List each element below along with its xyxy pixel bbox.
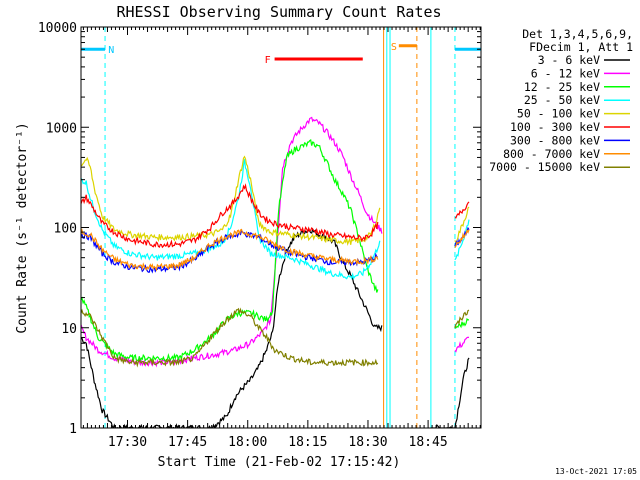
legend-label-3-6-kev: 3 - 6 keV — [538, 53, 600, 67]
x-tick-label: 17:30 — [108, 435, 147, 450]
legend-label-25-50-kev: 25 - 50 keV — [524, 93, 600, 107]
legend-label-300-800-kev: 300 - 800 keV — [510, 133, 600, 147]
legend-label-6-12-kev: 6 - 12 keV — [531, 66, 600, 80]
y-axis-ticks: 1 10 100 1000 10000 — [38, 21, 481, 437]
series-line-25-50-kev — [81, 159, 470, 280]
annotation-label-s: S — [391, 42, 397, 53]
legend-label-100-300-kev: 100 - 300 keV — [510, 120, 600, 134]
legend-label-50-100-kev: 50 - 100 keV — [517, 107, 600, 121]
x-tick-label: 18:30 — [348, 435, 387, 450]
annotation-label-n: N — [108, 45, 114, 56]
legend-label-800-7000-kev: 800 - 7000 keV — [503, 147, 600, 161]
series-lines — [81, 116, 470, 428]
plot-frame — [80, 26, 482, 429]
legend-header-line-2: FDecim 1, Att 1 — [529, 40, 633, 54]
legend-label-7000-15000-kev: 7000 - 15000 keV — [489, 160, 600, 174]
series-line-50-100-kev — [81, 155, 470, 247]
annotation-bars: N F S — [81, 42, 481, 66]
x-axis-label: Start Time (21-Feb-02 17:15:42) — [158, 455, 401, 470]
series-line-12-25-kev — [81, 138, 470, 363]
series-line-7000-15000-kev — [81, 307, 470, 368]
legend: Det 1,3,4,5,6,9, FDecim 1, Att 1 3 - 6 k… — [489, 27, 633, 174]
legend-header-line-1: Det 1,3,4,5,6,9, — [522, 27, 633, 41]
x-tick-label: 18:45 — [409, 435, 448, 450]
y-axis-label: Count Rate (s⁻¹ detector⁻¹) — [15, 122, 30, 333]
x-tick-label: 17:45 — [168, 435, 207, 450]
vertical-markers — [81, 27, 456, 428]
y-tick-label: 10000 — [38, 21, 77, 36]
annotation-label-f: F — [265, 55, 271, 66]
generation-timestamp: 13-Oct-2021 17:05 — [555, 467, 637, 476]
y-tick-label: 1000 — [46, 121, 77, 136]
x-tick-label: 18:15 — [288, 435, 327, 450]
x-tick-label: 18:00 — [228, 435, 267, 450]
y-tick-label: 1 — [69, 422, 77, 437]
legend-label-12-25-kev: 12 - 25 keV — [524, 80, 600, 94]
y-tick-label: 10 — [61, 322, 77, 337]
y-tick-label: 100 — [54, 222, 77, 237]
chart-title: RHESSI Observing Summary Count Rates — [116, 3, 441, 21]
series-line-800-7000-kev — [81, 228, 470, 272]
x-axis-ticks: 17:30 17:45 18:00 18:15 18:30 18:45 — [82, 27, 481, 450]
series-line-100-300-kev — [81, 183, 470, 249]
